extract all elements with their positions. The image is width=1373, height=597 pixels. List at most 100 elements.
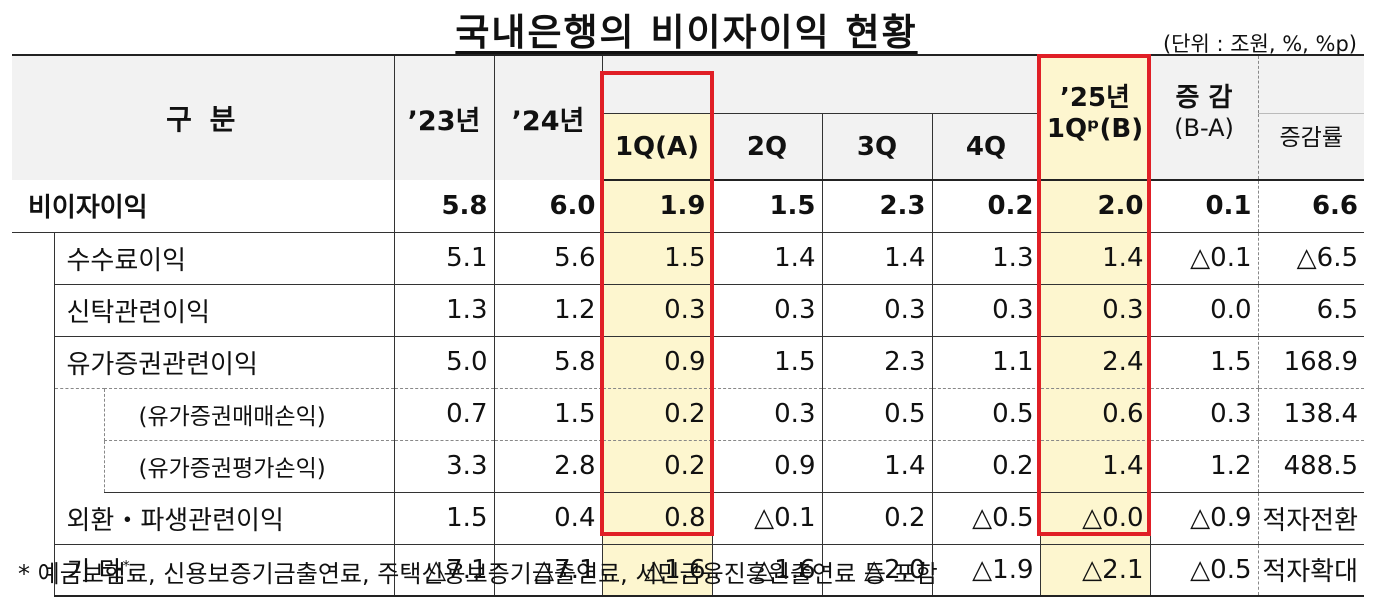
value-cell: 1.5 bbox=[393, 492, 494, 545]
value-cell: 0.2 bbox=[931, 180, 1040, 233]
row-label: (유가증권매매손익) bbox=[103, 388, 394, 441]
header-change: 증 감 bbox=[1149, 54, 1258, 114]
value-cell: 6.0 bbox=[493, 180, 602, 233]
value-cell: △7.1 bbox=[493, 544, 602, 597]
value-cell: △7.1 bbox=[393, 544, 494, 597]
value-cell: 0.6 bbox=[1039, 388, 1150, 441]
value-cell: 5.8 bbox=[393, 180, 494, 233]
value-cell: 5.8 bbox=[493, 336, 602, 389]
value-cell: 0.8 bbox=[601, 492, 712, 545]
value-cell: 1.2 bbox=[1149, 440, 1258, 493]
value-cell: 1.2 bbox=[493, 284, 602, 337]
value-cell: 1.4 bbox=[1039, 232, 1150, 285]
header-change-rate: 증감률 bbox=[1257, 113, 1364, 181]
value-cell: △2.0 bbox=[821, 544, 932, 597]
table-row: 유가증권관련이익 5.0 5.8 0.9 1.5 2.3 1.1 2.4 1.5 168.9 bbox=[12, 336, 1364, 389]
value-cell: 0.5 bbox=[821, 388, 932, 441]
value-cell: 0.3 bbox=[711, 388, 822, 441]
value-cell: 5.6 bbox=[493, 232, 602, 285]
value-cell: △0.9 bbox=[1149, 492, 1258, 545]
value-cell: 5.0 bbox=[393, 336, 494, 389]
value-cell: 1.5 bbox=[493, 388, 602, 441]
noninterest-income-table: 구 분 ’23년 ’24년 ’25년 증 감 1Q(A) 2Q 3Q 4Q 1Q… bbox=[12, 54, 1364, 597]
value-cell: △0.1 bbox=[1149, 232, 1258, 285]
value-cell: 0.2 bbox=[601, 440, 712, 493]
value-cell: 2.0 bbox=[1039, 180, 1150, 233]
row-label: 유가증권관련이익 bbox=[53, 336, 394, 389]
value-cell: 1.5 bbox=[711, 180, 822, 233]
value-cell: 0.2 bbox=[931, 440, 1040, 493]
header-change-formula: (B-A) bbox=[1149, 113, 1258, 181]
value-cell: △1.9 bbox=[931, 544, 1040, 597]
value-cell: 0.3 bbox=[1039, 284, 1150, 337]
table-row: (유가증권평가손익) 3.3 2.8 0.2 0.9 1.4 0.2 1.4 1.2 488.5 bbox=[12, 440, 1364, 493]
table-row: 외환・파생관련이익 1.5 0.4 0.8 △0.1 0.2 △0.5 △0.0 △0.9 적자전… bbox=[12, 492, 1364, 545]
header-2q: 2Q bbox=[711, 113, 822, 181]
value-cell: 1.5 bbox=[1149, 336, 1258, 389]
value-cell: 6.6 bbox=[1257, 180, 1364, 233]
value-cell: 1.3 bbox=[393, 284, 494, 337]
value-cell: 1.4 bbox=[821, 440, 932, 493]
header-2023: ’23년 bbox=[393, 54, 494, 180]
value-cell: 1.4 bbox=[1039, 440, 1150, 493]
value-cell: △1.6 bbox=[601, 544, 712, 597]
value-cell: 2.8 bbox=[493, 440, 602, 493]
value-cell: △0.1 bbox=[711, 492, 822, 545]
value-cell: 168.9 bbox=[1257, 336, 1364, 389]
value-cell: 3.3 bbox=[393, 440, 494, 493]
value-cell: 488.5 bbox=[1257, 440, 1364, 493]
page-title: 국내은행의 비이자이익 현황 bbox=[455, 11, 918, 54]
value-cell: 0.3 bbox=[931, 284, 1040, 337]
table-row: (유가증권매매손익) 0.7 1.5 0.2 0.3 0.5 0.5 0.6 0.3 138.4 bbox=[12, 388, 1364, 441]
value-cell: 0.9 bbox=[711, 440, 822, 493]
value-cell: 0.2 bbox=[601, 388, 712, 441]
header-2025-1q: 1Qᵖ(B) bbox=[1039, 113, 1150, 181]
value-cell: 1.9 bbox=[601, 180, 712, 233]
row-label: 비이자이익 bbox=[12, 180, 394, 233]
header-category: 구 분 bbox=[12, 54, 394, 180]
table-row: 기 타* △7.1 △7.1 △1.6 △1.6 △2.0 △1.9 △2.1 △0.5 적자확대 bbox=[12, 544, 1364, 597]
row-label: 외환・파생관련이익 bbox=[53, 492, 394, 545]
value-cell: 2.4 bbox=[1039, 336, 1150, 389]
value-cell: △0.5 bbox=[931, 492, 1040, 545]
value-cell: △6.5 bbox=[1257, 232, 1364, 285]
value-cell: 1.4 bbox=[821, 232, 932, 285]
value-cell: 0.7 bbox=[393, 388, 494, 441]
value-cell: △1.6 bbox=[711, 544, 822, 597]
value-cell: 0.3 bbox=[1149, 388, 1258, 441]
header-2025-year: ’25년 bbox=[1039, 54, 1150, 114]
row-label: 신탁관련이익 bbox=[53, 284, 394, 337]
value-cell: △0.5 bbox=[1149, 544, 1258, 597]
header-3q: 3Q bbox=[821, 113, 932, 181]
value-cell: 적자확대 bbox=[1257, 544, 1364, 597]
value-cell: 적자전환 bbox=[1257, 492, 1364, 545]
footnote: * 예금보험료, 신용보증기금출연료, 주택신용보증기금출연료, 서민금융진흥원… bbox=[18, 560, 938, 588]
row-label: 수수료이익 bbox=[53, 232, 394, 285]
value-cell: 0.4 bbox=[493, 492, 602, 545]
value-cell: 0.2 bbox=[821, 492, 932, 545]
value-cell: 0.9 bbox=[601, 336, 712, 389]
table-row: 수수료이익 5.1 5.6 1.5 1.4 1.4 1.3 1.4 △0.1 △6.5 bbox=[12, 232, 1364, 285]
value-cell: △0.0 bbox=[1039, 492, 1150, 545]
value-cell: 2.3 bbox=[821, 180, 932, 233]
row-label: (유가증권평가손익) bbox=[103, 440, 394, 493]
value-cell: 2.3 bbox=[821, 336, 932, 389]
value-cell: 1.5 bbox=[601, 232, 712, 285]
value-cell: 1.3 bbox=[931, 232, 1040, 285]
value-cell: 1.4 bbox=[711, 232, 822, 285]
row-label: 기 타* bbox=[53, 544, 394, 597]
value-cell: 0.5 bbox=[931, 388, 1040, 441]
value-cell: 0.3 bbox=[711, 284, 822, 337]
value-cell: 0.0 bbox=[1149, 284, 1258, 337]
header-4q: 4Q bbox=[931, 113, 1040, 181]
table-row: 신탁관련이익 1.3 1.2 0.3 0.3 0.3 0.3 0.3 0.0 6.5 bbox=[12, 284, 1364, 337]
value-cell: 138.4 bbox=[1257, 388, 1364, 441]
value-cell: 0.3 bbox=[601, 284, 712, 337]
header-1q: 1Q(A) bbox=[601, 113, 712, 181]
value-cell: △2.1 bbox=[1039, 544, 1150, 597]
unit-note: (단위 : 조원, %, %p) bbox=[1162, 32, 1357, 56]
value-cell: 1.1 bbox=[931, 336, 1040, 389]
header-2024: ’24년 bbox=[493, 54, 602, 180]
value-cell: 5.1 bbox=[393, 232, 494, 285]
value-cell: 0.1 bbox=[1149, 180, 1258, 233]
